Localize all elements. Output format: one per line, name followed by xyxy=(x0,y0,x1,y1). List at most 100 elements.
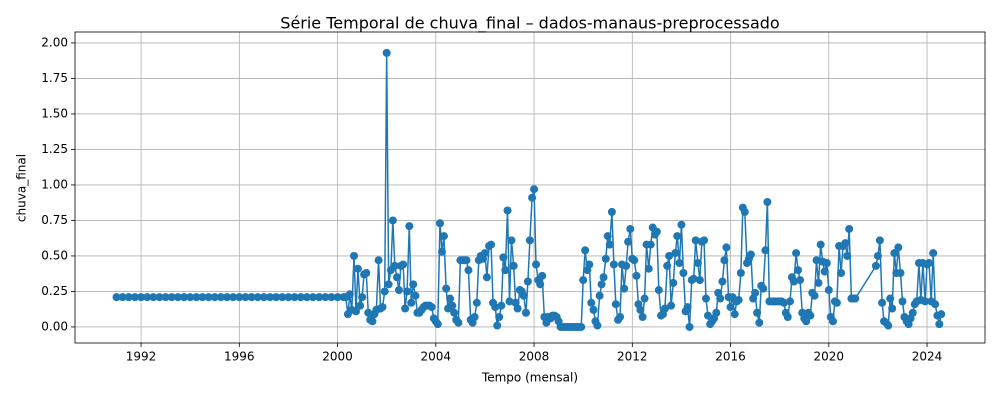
data-point xyxy=(345,290,354,299)
data-point xyxy=(356,301,365,310)
data-point xyxy=(806,311,815,320)
data-point xyxy=(112,293,121,302)
data-point xyxy=(216,293,225,302)
data-point xyxy=(407,298,416,307)
data-point xyxy=(812,256,821,265)
data-point xyxy=(143,293,152,302)
data-point xyxy=(472,298,481,307)
x-tick-label: 2012 xyxy=(617,350,648,364)
data-point xyxy=(751,288,760,297)
data-point xyxy=(622,261,631,270)
y-tick-label: 1.75 xyxy=(41,71,68,85)
data-point xyxy=(505,297,514,306)
data-point xyxy=(235,293,244,302)
data-point xyxy=(620,284,629,293)
data-point xyxy=(605,240,614,249)
data-point xyxy=(587,298,596,307)
chart-title: Série Temporal de chuva_final – dados-ma… xyxy=(280,14,779,34)
data-point xyxy=(763,197,772,206)
data-point xyxy=(671,249,680,258)
data-point xyxy=(401,304,410,313)
data-point xyxy=(603,232,612,241)
data-point xyxy=(411,291,420,300)
data-point xyxy=(513,304,522,313)
data-point xyxy=(759,284,768,293)
data-point xyxy=(597,280,606,289)
data-point xyxy=(925,259,933,268)
data-point xyxy=(796,276,805,285)
data-point xyxy=(665,251,674,260)
data-point xyxy=(716,294,725,303)
data-point xyxy=(921,297,930,306)
data-point xyxy=(327,293,336,302)
data-point xyxy=(679,268,688,277)
data-point xyxy=(789,277,798,286)
data-point xyxy=(712,308,721,317)
data-point xyxy=(663,261,672,270)
data-point xyxy=(374,256,383,265)
data-point xyxy=(173,293,182,302)
grid xyxy=(75,32,985,343)
data-point xyxy=(358,293,367,302)
data-point xyxy=(442,284,451,293)
x-tick-label: 2004 xyxy=(421,350,452,364)
data-point xyxy=(382,48,391,57)
data-point xyxy=(509,261,518,270)
data-point xyxy=(155,293,164,302)
data-point xyxy=(640,294,649,303)
data-point xyxy=(118,293,127,302)
data-point xyxy=(409,280,418,289)
data-point xyxy=(284,293,293,302)
data-point xyxy=(896,268,905,277)
data-point xyxy=(198,293,207,302)
data-point xyxy=(333,293,342,302)
data-point xyxy=(886,294,895,303)
data-point xyxy=(841,239,850,248)
data-point xyxy=(644,264,653,273)
data-point xyxy=(149,293,158,302)
y-tick-label: 1.00 xyxy=(41,177,68,191)
data-point xyxy=(908,308,917,317)
data-point xyxy=(845,224,854,233)
data-point xyxy=(433,320,442,329)
data-point xyxy=(683,303,692,312)
data-point xyxy=(390,261,399,270)
data-point xyxy=(898,297,907,306)
data-point xyxy=(507,236,516,245)
data-point xyxy=(638,313,647,322)
data-point xyxy=(736,268,745,277)
data-point xyxy=(378,303,387,312)
data-point xyxy=(497,301,506,310)
data-point xyxy=(761,246,770,255)
plot xyxy=(112,48,946,331)
data-point xyxy=(532,260,541,269)
data-point xyxy=(843,251,852,260)
data-point xyxy=(482,273,491,282)
data-point xyxy=(779,298,788,307)
x-tick-label: 2016 xyxy=(715,350,746,364)
data-point xyxy=(701,294,710,303)
data-point xyxy=(536,280,545,289)
data-point xyxy=(616,313,625,322)
data-point xyxy=(523,277,532,286)
data-point xyxy=(450,308,459,317)
axes-frame xyxy=(74,31,986,344)
data-point xyxy=(740,207,749,216)
y-tick-label: 1.50 xyxy=(41,106,68,120)
data-point xyxy=(894,243,903,252)
data-point xyxy=(528,193,537,202)
data-point xyxy=(607,207,616,216)
data-point xyxy=(501,266,510,275)
data-point xyxy=(241,293,250,302)
data-point xyxy=(137,293,146,302)
x-tick-label: 1996 xyxy=(224,350,255,364)
data-point xyxy=(579,276,588,285)
data-point xyxy=(660,304,669,313)
data-point xyxy=(493,321,502,330)
data-point xyxy=(611,300,620,309)
data-point xyxy=(403,287,412,296)
data-point xyxy=(722,243,731,252)
data-point xyxy=(669,278,678,287)
data-point xyxy=(937,310,946,319)
